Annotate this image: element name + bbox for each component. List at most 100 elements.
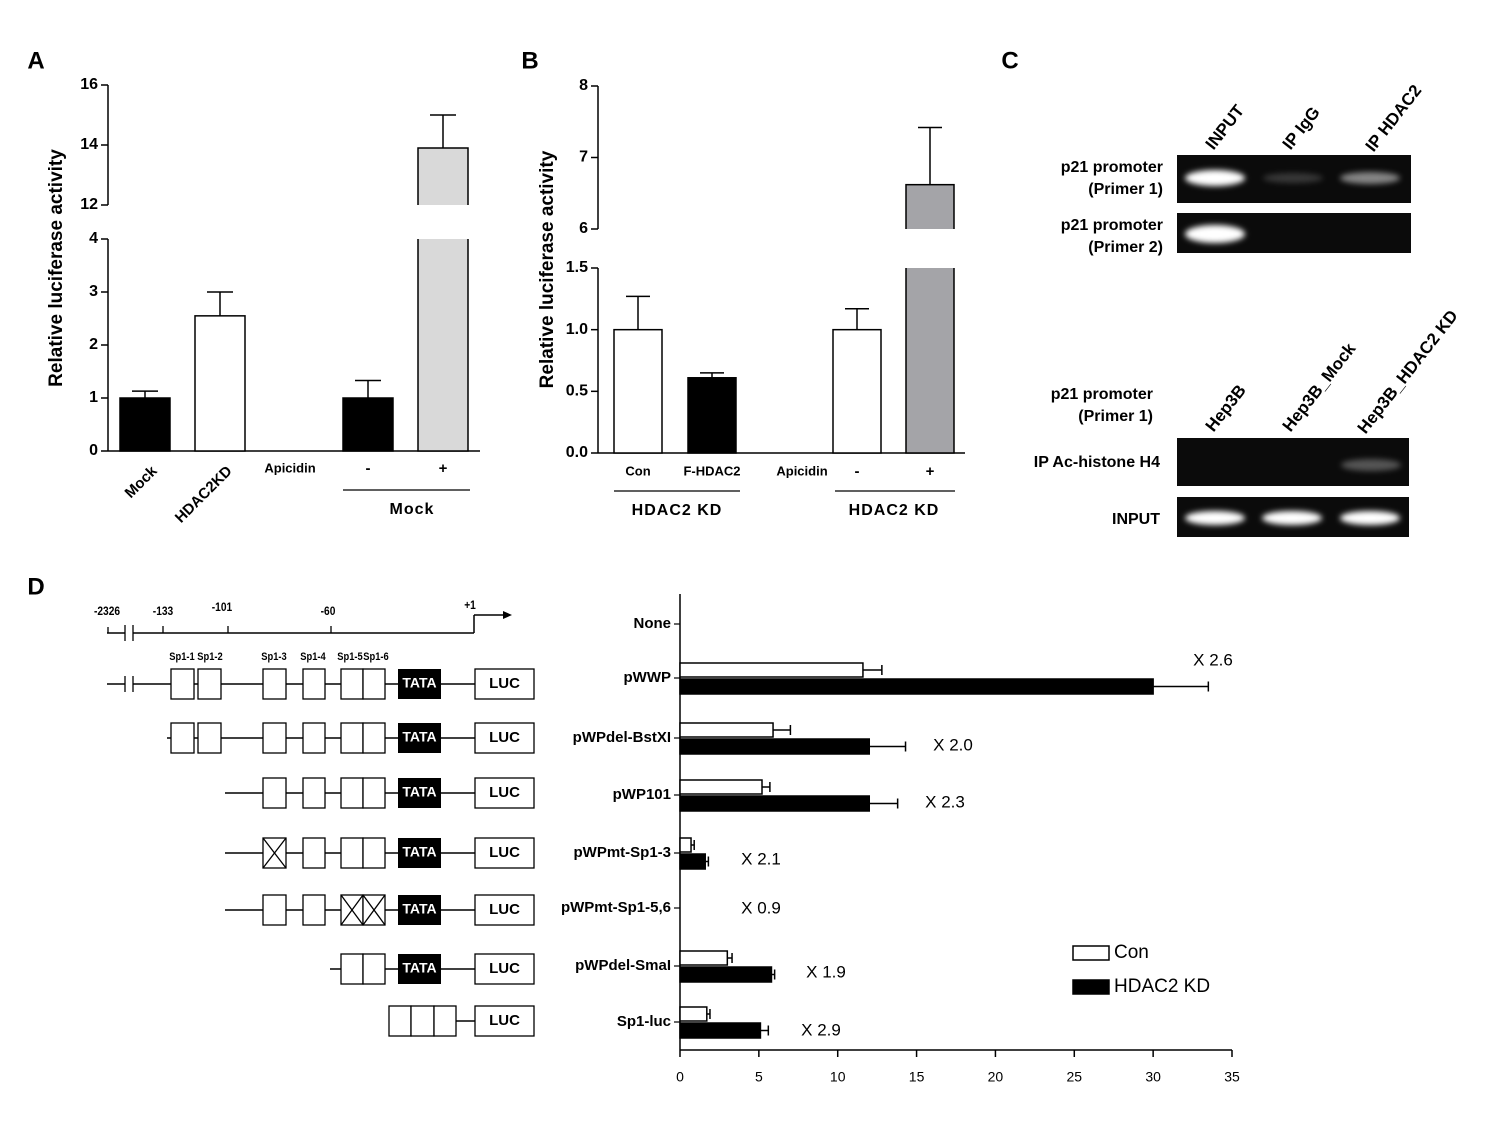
tata-box: [398, 954, 441, 984]
group-label: Mock: [390, 501, 435, 518]
site-label: Sp1-2: [197, 651, 223, 663]
bar: [613, 328, 663, 454]
fold-change: X 2.6: [1193, 650, 1233, 669]
y-tick-label: 0.0: [566, 444, 588, 461]
row-label: p21 promoter: [1061, 217, 1163, 234]
legend-swatch: [1072, 945, 1110, 961]
mutation-cross: [362, 894, 386, 926]
bar: [679, 966, 773, 983]
gel-band: [1185, 225, 1245, 243]
bar: [679, 662, 864, 678]
sp1-site: [262, 668, 287, 700]
y-tick-label: 0: [89, 442, 98, 459]
sp1-site: [262, 777, 287, 809]
y-tick-label: 1: [89, 389, 98, 406]
tata-label: TATA: [402, 844, 436, 860]
bar: [679, 1022, 762, 1039]
sp1-site: [362, 777, 386, 809]
gel-band: [1185, 170, 1245, 186]
y-axis-label: Relative luciferase activity: [46, 149, 67, 387]
y-tick-label: 6: [579, 220, 588, 237]
target-label: (Primer 1): [1078, 408, 1153, 425]
group-label: HDAC2 KD: [632, 502, 723, 519]
x-tick-label: 20: [988, 1069, 1004, 1085]
x-tick-label: Con: [625, 463, 650, 478]
tata-box: [398, 838, 441, 868]
position-label: -133: [153, 605, 173, 618]
y-tick-label: 7: [579, 149, 588, 166]
treatment-label: Apicidin: [776, 463, 827, 478]
y-tick-label: 1.0: [566, 321, 588, 338]
sp1-site: [197, 668, 222, 700]
bar: [679, 779, 763, 795]
sp1-site: [433, 1005, 457, 1037]
position-label: -60: [321, 605, 336, 618]
sp1-site: [302, 837, 326, 869]
bar: [687, 377, 737, 454]
bar: [679, 678, 1154, 695]
gel-band: [1262, 511, 1322, 525]
y-tick-label: 16: [80, 76, 98, 93]
y-tick-label: pWPmt-Sp1-5,6: [561, 899, 671, 916]
luc-box: [474, 777, 535, 809]
axis-break-gap: [415, 205, 471, 239]
luc-label: LUC: [489, 901, 520, 918]
group-label: HDAC2 KD: [849, 502, 940, 519]
fold-change: X 2.1: [741, 849, 781, 868]
sp1-site: [302, 722, 326, 754]
tata-box: [398, 895, 441, 925]
gel-band: [1341, 459, 1401, 471]
position-label: -101: [212, 601, 232, 614]
y-tick-label: pWPmt-Sp1-3: [574, 844, 672, 861]
bar: [679, 950, 729, 966]
bar: [417, 147, 469, 452]
sp1-site: [302, 777, 326, 809]
site-label: Sp1-3: [261, 651, 287, 663]
y-tick-label: 12: [80, 196, 98, 213]
bar: [905, 183, 955, 454]
luc-label: LUC: [489, 675, 520, 692]
bar: [679, 1006, 708, 1022]
legend-label: Con: [1114, 942, 1149, 963]
tata-label: TATA: [402, 901, 436, 917]
sp1-site: [197, 722, 222, 754]
x-tick-label: 35: [1224, 1069, 1240, 1085]
panel-label: B: [521, 47, 538, 74]
gel-band: [1263, 173, 1323, 183]
position-label: -2326: [94, 605, 120, 618]
sp1-site: [302, 668, 326, 700]
tata-label: TATA: [402, 960, 436, 976]
x-tick-label: 5: [755, 1069, 763, 1085]
axis-break-gap: [903, 229, 957, 268]
tata-box: [398, 669, 441, 699]
luc-label: LUC: [489, 729, 520, 746]
sp1-site: [302, 894, 326, 926]
x-tick-label: 15: [909, 1069, 925, 1085]
gel-band: [1340, 511, 1400, 525]
panel-label: A: [27, 47, 44, 74]
gel-band: [1185, 511, 1245, 525]
tata-box: [398, 723, 441, 753]
sp1-site: [340, 837, 364, 869]
x-tick-label: -: [855, 463, 860, 480]
tata-label: TATA: [402, 729, 436, 745]
x-tick-label: F-HDAC2: [683, 463, 740, 478]
y-tick-label: Sp1-luc: [617, 1013, 671, 1030]
luc-box: [474, 668, 535, 700]
luc-box: [474, 953, 535, 985]
tata-box: [398, 778, 441, 808]
tata-label: TATA: [402, 784, 436, 800]
sp1-site: [340, 668, 364, 700]
y-axis-label: Relative luciferase activity: [537, 150, 558, 388]
bar: [679, 853, 706, 870]
bar: [679, 837, 692, 853]
y-tick-label: None: [634, 615, 672, 632]
site-label: Sp1-1: [169, 651, 195, 663]
sp1-site: [362, 837, 386, 869]
luc-label: LUC: [489, 844, 520, 861]
bar: [679, 738, 871, 755]
sp1-site: [170, 668, 195, 700]
sp1-site: [362, 722, 386, 754]
sp1-site: [362, 668, 386, 700]
